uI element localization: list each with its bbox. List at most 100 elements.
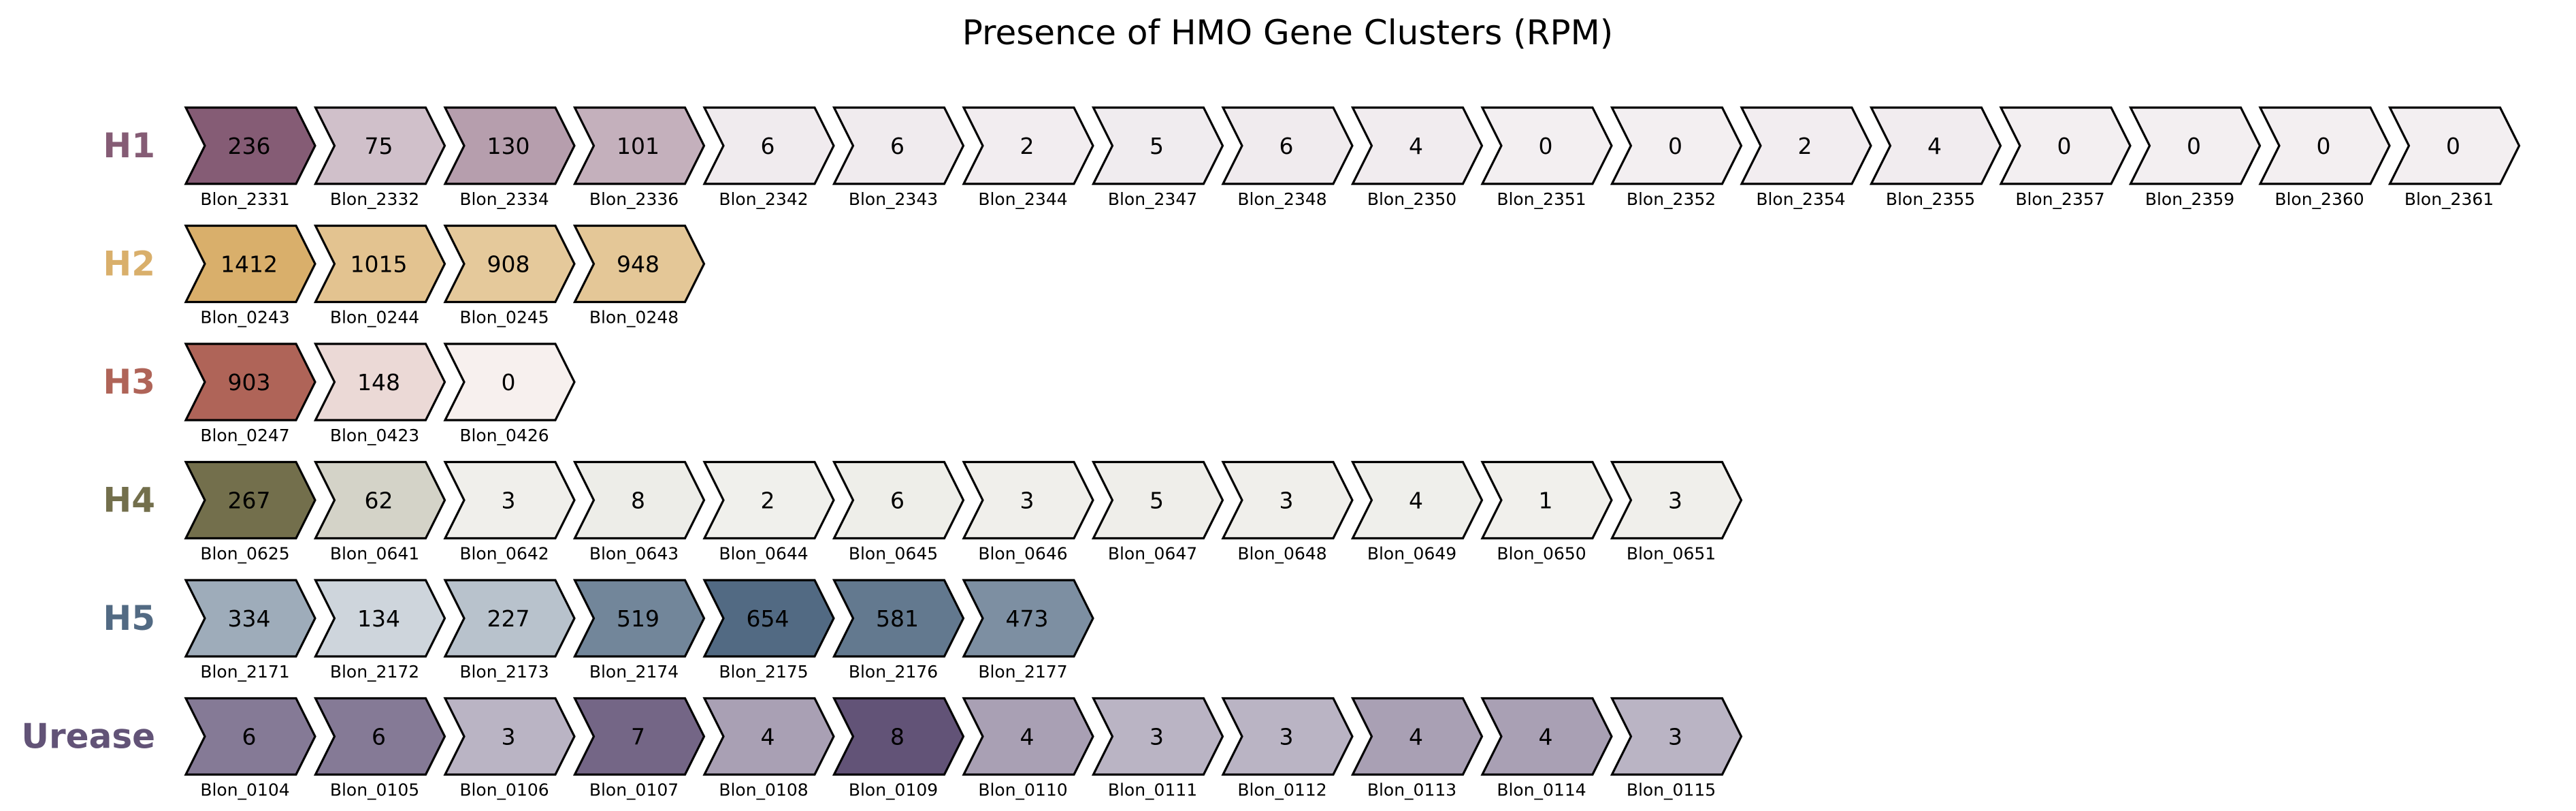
cluster-row-h4: H4 267Blon_062562Blon_06413Blon_06428Blon… bbox=[103, 460, 1743, 564]
gene-arrow bbox=[962, 460, 1094, 540]
gene-arrow bbox=[962, 697, 1094, 776]
gene-id-label: Blon_2348 bbox=[1237, 189, 1326, 209]
gene-arrow-group: 130 Blon_2334 bbox=[443, 106, 576, 209]
gene-id-label: Blon_2331 bbox=[200, 189, 289, 209]
cluster-row-urease: Urease 6 Blon_0104 6 Blon_0105 3 Blon_0106 7 Blo… bbox=[21, 697, 1743, 800]
gene-arrow-group: 134 Blon_2172 bbox=[313, 579, 446, 682]
gene-id-label: Blon_0243 bbox=[200, 308, 289, 328]
cluster-label: H5 bbox=[103, 599, 155, 638]
cluster-label: H3 bbox=[103, 362, 155, 402]
gene-id-label: Blon_0648 bbox=[1237, 544, 1326, 564]
gene-id-label: Blon_2336 bbox=[589, 189, 679, 209]
gene-id-label: Blon_0248 bbox=[589, 308, 679, 328]
gene-arrow-group: 5 Blon_0647 bbox=[1091, 460, 1224, 564]
gene-value-label: 3 bbox=[1668, 724, 1682, 750]
gene-arrow bbox=[1740, 106, 1872, 185]
gene-id-label: Blon_2352 bbox=[1627, 189, 1716, 209]
gene-arrow bbox=[313, 224, 446, 304]
gene-value-label: 4 bbox=[1409, 133, 1423, 159]
gene-arrow-group: 2 Blon_2344 bbox=[962, 106, 1094, 209]
gene-value-label: 6 bbox=[242, 724, 257, 750]
gene-arrow-group: 62 Blon_0641 bbox=[313, 460, 446, 564]
gene-arrow bbox=[313, 579, 446, 658]
gene-arrow-group: 0 Blon_2360 bbox=[2258, 106, 2391, 209]
gene-value-label: 0 bbox=[2057, 133, 2072, 159]
gene-arrow bbox=[832, 697, 965, 776]
gene-id-label: Blon_0426 bbox=[459, 426, 549, 445]
gene-id-label: Blon_0650 bbox=[1497, 544, 1586, 564]
gene-arrow-group: 6 Blon_2342 bbox=[702, 106, 835, 209]
gene-arrow-group: 4 Blon_0649 bbox=[1350, 460, 1484, 564]
gene-value-label: 134 bbox=[357, 605, 400, 632]
gene-arrow bbox=[313, 343, 446, 422]
gene-arrow-group: 6 Blon_0105 bbox=[313, 697, 446, 800]
gene-value-label: 903 bbox=[228, 369, 271, 396]
gene-value-label: 1412 bbox=[221, 251, 278, 278]
gene-arrow bbox=[443, 697, 576, 776]
gene-arrow-group: 236 Blon_2331 bbox=[184, 106, 316, 209]
gene-arrow-group: 4 Blon_2350 bbox=[1350, 106, 1484, 209]
gene-id-label: Blon_2332 bbox=[330, 189, 419, 209]
gene-arrow bbox=[1869, 106, 2002, 185]
gene-arrow bbox=[832, 579, 965, 658]
gene-id-label: Blon_0114 bbox=[1497, 780, 1586, 800]
gene-id-label: Blon_2361 bbox=[2404, 189, 2494, 209]
gene-arrow-group: 334 Blon_2171 bbox=[184, 579, 316, 682]
gene-id-label: Blon_2177 bbox=[978, 662, 1067, 682]
gene-value-label: 0 bbox=[1539, 133, 1553, 159]
gene-arrow bbox=[1091, 106, 1224, 185]
gene-id-label: Blon_0115 bbox=[1627, 780, 1716, 800]
gene-arrow bbox=[2258, 106, 2391, 185]
gene-id-label: Blon_0108 bbox=[719, 780, 808, 800]
gene-id-label: Blon_0104 bbox=[200, 780, 289, 800]
gene-id-label: Blon_2344 bbox=[978, 189, 1067, 209]
gene-id-label: Blon_0105 bbox=[330, 780, 419, 800]
gene-value-label: 2 bbox=[1798, 133, 1812, 159]
gene-arrow-group: 8 Blon_0643 bbox=[572, 460, 706, 564]
gene-id-label: Blon_0651 bbox=[1627, 544, 1716, 564]
gene-arrow-group: 0 Blon_2359 bbox=[2128, 106, 2262, 209]
gene-arrow bbox=[443, 460, 576, 540]
gene-id-label: Blon_2359 bbox=[2145, 189, 2234, 209]
gene-arrow-group: 227 Blon_2173 bbox=[443, 579, 576, 682]
gene-id-label: Blon_0106 bbox=[459, 780, 549, 800]
gene-value-label: 3 bbox=[1150, 724, 1164, 750]
gene-arrow bbox=[184, 343, 316, 422]
gene-id-label: Blon_0107 bbox=[589, 780, 679, 800]
gene-arrow bbox=[1610, 106, 1743, 185]
gene-id-label: Blon_2350 bbox=[1367, 189, 1456, 209]
gene-value-label: 4 bbox=[1020, 724, 1034, 750]
cluster-row-h3: H3 903 Blon_0247 148 Blon_0423 0 Blon_0426 bbox=[103, 343, 576, 445]
gene-arrow-group: 948 Blon_0248 bbox=[572, 224, 706, 328]
gene-id-label: Blon_2171 bbox=[200, 662, 289, 682]
gene-id-label: Blon_2343 bbox=[849, 189, 938, 209]
cluster-label: H2 bbox=[103, 244, 155, 284]
gene-arrow-group: 0 Blon_2357 bbox=[1999, 106, 2132, 209]
gene-id-label: Blon_0113 bbox=[1367, 780, 1456, 800]
gene-id-label: Blon_0647 bbox=[1108, 544, 1197, 564]
gene-value-label: 3 bbox=[1279, 488, 1294, 514]
gene-arrow bbox=[702, 460, 835, 540]
gene-id-label: Blon_2342 bbox=[719, 189, 808, 209]
gene-arrow-group: 3 Blon_0111 bbox=[1091, 697, 1224, 800]
gene-arrow-group: 1412 Blon_0243 bbox=[184, 224, 316, 328]
gene-arrow bbox=[2128, 106, 2262, 185]
gene-arrow bbox=[572, 224, 706, 304]
gene-value-label: 101 bbox=[617, 133, 659, 159]
gene-value-label: 519 bbox=[617, 605, 659, 632]
gene-arrow-group: 903 Blon_0247 bbox=[184, 343, 316, 445]
gene-arrow bbox=[962, 106, 1094, 185]
gene-id-label: Blon_0245 bbox=[459, 308, 549, 328]
gene-arrow bbox=[443, 343, 576, 422]
gene-arrow bbox=[1610, 697, 1743, 776]
gene-value-label: 236 bbox=[228, 133, 271, 159]
gene-arrow-group: 473 Blon_2177 bbox=[962, 579, 1094, 682]
gene-arrow-group: 0 Blon_2361 bbox=[2387, 106, 2521, 209]
gene-value-label: 6 bbox=[1279, 133, 1294, 159]
gene-arrow bbox=[184, 224, 316, 304]
gene-arrow-group: 6 Blon_2343 bbox=[832, 106, 965, 209]
gene-id-label: Blon_2334 bbox=[459, 189, 549, 209]
cluster-row-h5: H5 334 Blon_2171 134 Blon_2172 227 Blon_2173 51… bbox=[103, 579, 1094, 682]
gene-arrow bbox=[1480, 460, 1613, 540]
gene-arrow-group: 148 Blon_0423 bbox=[313, 343, 446, 445]
